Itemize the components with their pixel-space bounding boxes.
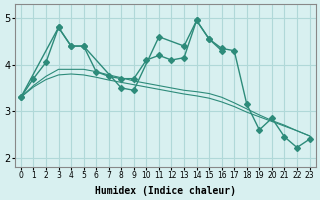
X-axis label: Humidex (Indice chaleur): Humidex (Indice chaleur) (95, 186, 236, 196)
